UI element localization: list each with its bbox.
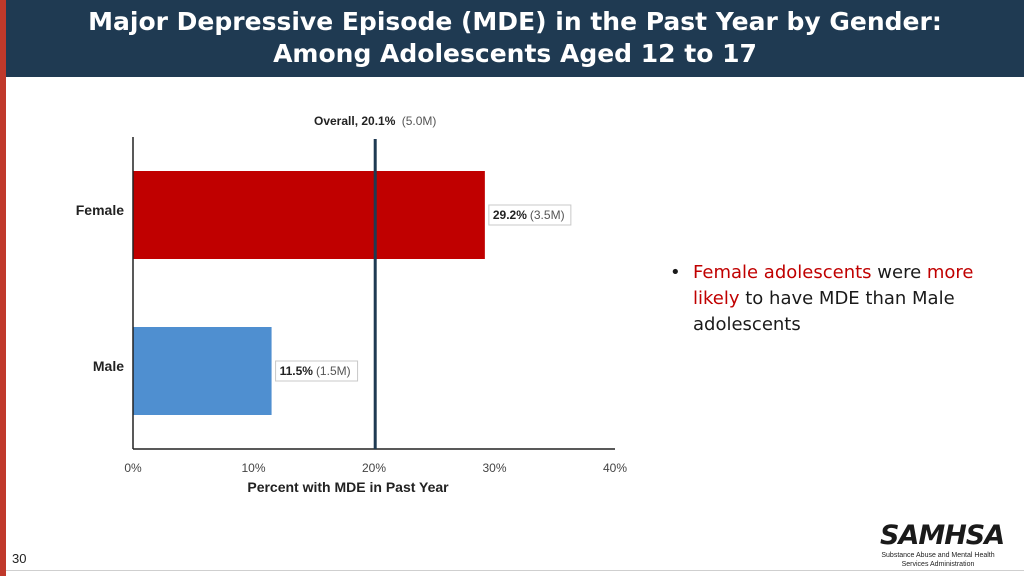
overall-reference-label: Overall, 20.1% (5.0M): [314, 114, 436, 128]
slide-title-line1: Major Depressive Episode (MDE) in the Pa…: [88, 7, 942, 36]
category-label-female: Female: [76, 202, 124, 218]
data-label-box-female: [488, 204, 572, 226]
logo-subtitle: Substance Abuse and Mental Health Servic…: [878, 551, 998, 569]
accent-bar: [0, 0, 6, 576]
data-label-box-male: [275, 360, 359, 382]
x-tick-label: 0%: [124, 461, 142, 475]
bullet-text-were: were: [871, 262, 927, 283]
slide-header: Major Depressive Episode (MDE) in the Pa…: [6, 0, 1024, 77]
x-tick-label: 40%: [603, 461, 627, 475]
bullet-text: Female adolescents were more likely to h…: [693, 260, 1005, 338]
samhsa-logo: SAMHSA Substance Abuse and Mental Health…: [878, 520, 1005, 569]
bar-female: [133, 171, 485, 259]
x-axis-title: Percent with MDE in Past Year: [247, 479, 449, 495]
bar-male: [133, 327, 272, 415]
category-label-male: Male: [93, 358, 124, 374]
bullet-text-rest: to have MDE than Male adolescents: [693, 288, 955, 335]
footer-divider: [6, 570, 1024, 571]
slide-title-line2: Among Adolescents Aged 12 to 17: [273, 39, 757, 68]
bullet-dot: •: [670, 262, 681, 283]
overall-label-text: Overall, 20.1%: [314, 114, 396, 128]
x-tick-label: 20%: [362, 461, 386, 475]
x-tick-label: 10%: [241, 461, 265, 475]
logo-subtitle-line1: Substance Abuse and Mental Health: [881, 552, 995, 559]
logo-wordmark: SAMHSA: [880, 520, 1005, 551]
x-tick-label: 30%: [482, 461, 506, 475]
data-label-female: 29.2% (3.5M): [493, 208, 565, 222]
logo-subtitle-line2: Services Administration: [901, 561, 975, 568]
page-number: 30: [12, 551, 27, 566]
overall-count-text: (5.0M): [402, 114, 437, 128]
bullet-highlight-more-likely: more likely: [693, 262, 974, 309]
bullet-highlight-female: Female adolescents: [693, 262, 872, 283]
data-label-male: 11.5% (1.5M): [280, 364, 351, 378]
